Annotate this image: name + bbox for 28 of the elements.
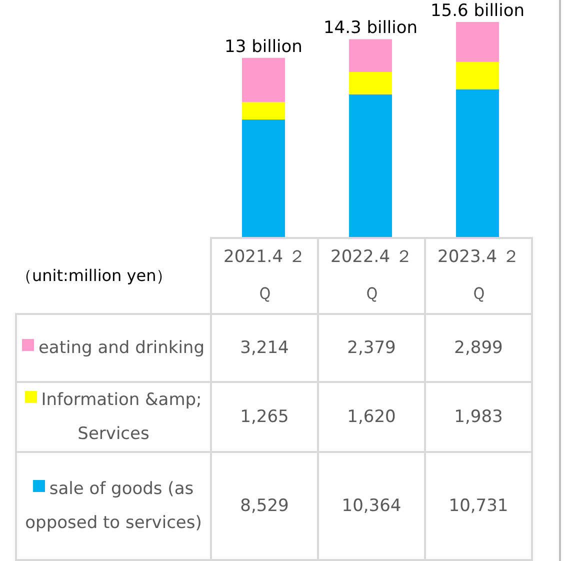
data-label: 8,529: [211, 452, 318, 560]
bar: [349, 39, 392, 72]
bar: [456, 22, 499, 62]
data-label: 3,214: [211, 314, 318, 382]
data-label: 2,899: [425, 314, 532, 382]
x-tick-label: 2023.4 ２Ｑ: [425, 238, 532, 314]
data-label: 1,265: [211, 382, 318, 452]
bar: [242, 58, 285, 102]
data-label: 10,364: [318, 452, 425, 560]
bar: [456, 62, 499, 90]
legend-label: sale of goods (as opposed to services): [25, 479, 202, 533]
data-label: 1,983: [425, 382, 532, 452]
x-tick-label: 2022.4 ２Ｑ: [318, 238, 425, 314]
legend-label: Information &amp; Services: [41, 390, 202, 444]
text: （unit:million yen）: [16, 264, 174, 286]
legend-label: eating and drinking: [38, 338, 205, 358]
bar: [242, 102, 285, 120]
bar: [456, 89, 499, 237]
data-label: 1,620: [318, 382, 425, 452]
bar: [349, 94, 392, 237]
total-label: 14.3 billion: [323, 18, 418, 38]
data-label: 2,379: [318, 314, 425, 382]
total-label: 15.6 billion: [430, 1, 525, 21]
bar: [349, 72, 392, 94]
data-label: 10,731: [425, 452, 532, 560]
total-label: 13 billion: [224, 36, 302, 57]
x-tick-label: 2021.4 ２Ｑ: [211, 238, 318, 314]
bar: [242, 120, 285, 237]
